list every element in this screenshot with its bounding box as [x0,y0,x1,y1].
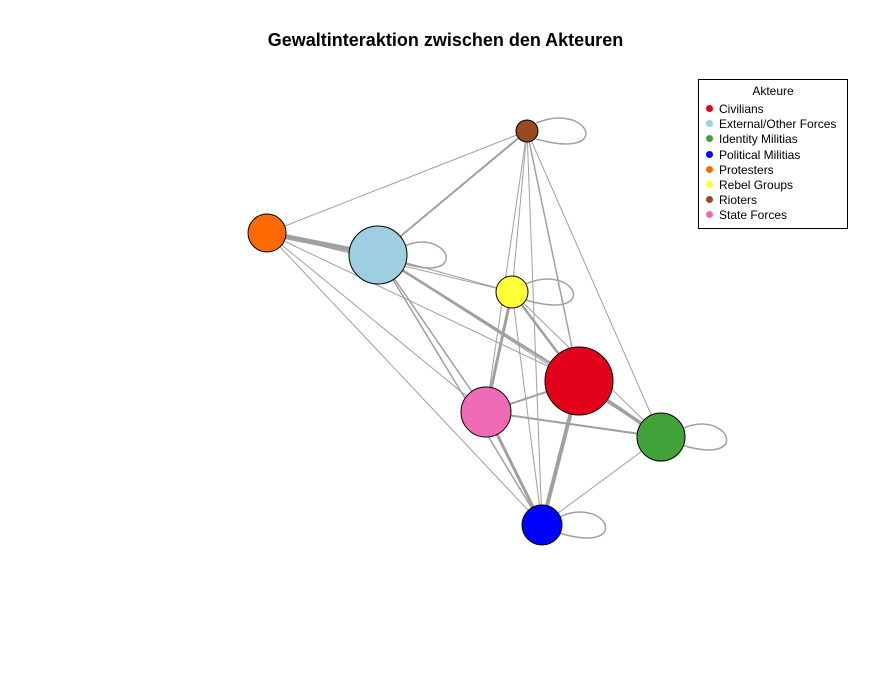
legend-item: Identity Militias [706,132,847,147]
legend-swatch [706,196,713,204]
chart-title: Gewaltinteraktion zwischen den Akteuren [267,30,624,50]
legend-item: State Forces [706,208,847,223]
legend-swatch [706,211,713,219]
edge [266,232,543,526]
edge [266,232,580,382]
edge [511,291,543,526]
legend-swatch [706,120,713,128]
self-loop-edge [558,511,607,539]
legend-swatch [706,165,713,173]
legend-title: Akteure [752,84,794,98]
legend-swatch [706,150,713,158]
legend-label: Rebel Groups [719,178,794,193]
legend-label: Civilians [719,102,764,116]
node-political-militias [521,504,563,546]
edge [377,254,543,526]
legend: Akteure Civilians External/Other Forces Id… [698,79,848,229]
legend-item: Political Militias [706,148,847,163]
legend-label: External/Other Forces [719,117,837,132]
edge [526,130,543,526]
node-rebel-groups [495,275,529,309]
legend-label: State Forces [719,208,788,223]
edge [266,232,487,413]
self-loop-edge [525,278,575,306]
legend-item: Protesters [706,163,847,178]
legend-swatch [706,181,713,189]
legend-label: Rioters [719,193,758,208]
node-rioters [515,119,539,143]
legend-label: Political Militias [719,147,801,162]
edge [541,436,662,526]
edge [377,130,528,256]
edge [377,254,487,413]
legend-swatch [706,135,713,143]
node-protesters [247,213,287,253]
self-loop-edge [402,241,447,269]
node-state-forces [460,386,512,438]
legend-item: External/Other Forces [706,117,847,132]
node-external-other-forces [348,225,408,285]
legend-item: Rioters [706,193,847,208]
legend-item: Rebel Groups [706,178,847,193]
node-identity-militias [636,412,686,462]
self-loop-edge [681,423,728,451]
self-loop-edge [536,117,587,145]
edge [526,130,662,438]
edge [485,411,662,438]
legend-label: Protesters [719,162,774,177]
edge [266,130,528,234]
legend-label: Identity Militias [719,132,798,147]
edge [526,130,580,382]
legend-item: Civilians [706,102,847,117]
legend-list: Civilians External/Other Forces Identity M… [699,102,847,224]
edge [485,130,528,413]
edge [511,130,528,293]
legend-swatch [706,105,713,112]
node-civilians [544,346,614,416]
